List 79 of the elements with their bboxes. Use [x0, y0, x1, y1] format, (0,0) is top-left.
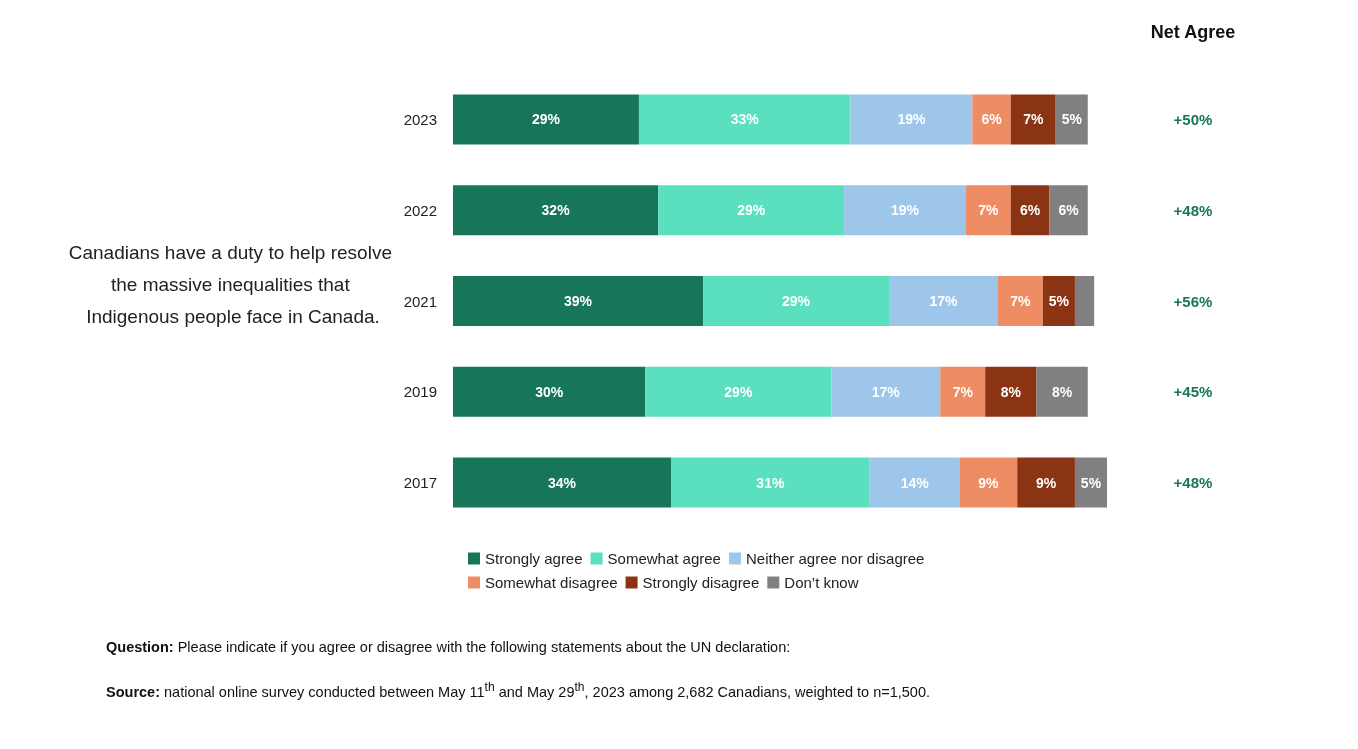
bar — [1042, 276, 1075, 326]
y-tick-label: 2017 — [403, 474, 437, 492]
legend-label: Strongly agree — [485, 550, 583, 567]
data-label: 7% — [1010, 293, 1032, 309]
text: +48% — [1173, 474, 1213, 492]
text: +45% — [1173, 383, 1213, 401]
bar — [844, 185, 966, 236]
legend-label: Somewhat disagree — [485, 574, 618, 591]
data-label: 29% — [531, 111, 561, 128]
data-label: 5% — [1048, 293, 1070, 309]
bar — [1049, 185, 1088, 236]
data-label: 29% — [737, 202, 766, 219]
legend-label: Strongly disagree — [642, 574, 760, 591]
bar — [658, 185, 845, 236]
y-tick-label: 2022 — [403, 201, 437, 219]
y2-axis-title: Net Agree — [1150, 22, 1236, 42]
data-label: 29% — [724, 383, 753, 400]
data-label: 5% — [1080, 474, 1102, 491]
bar — [1055, 94, 1088, 145]
data-label: 17% — [929, 293, 959, 309]
y-tick-label: 2021 — [403, 292, 437, 310]
data-label: 8% — [1000, 383, 1022, 400]
bar — [940, 366, 986, 417]
data-label: 33% — [730, 111, 760, 128]
legend-label: Don’t know — [784, 574, 859, 591]
y-axis-title: Canadians have a duty to help resolve the massive inequalities that Indigenous people face in Canada. — [68, 241, 398, 327]
bar — [869, 457, 960, 508]
data-label: 6% — [1019, 202, 1041, 219]
bar — [959, 457, 1018, 508]
data-label: 5% — [1061, 111, 1083, 128]
text: +48% — [1173, 201, 1213, 219]
data-label: 39% — [564, 293, 593, 309]
bar — [850, 94, 973, 145]
bar — [703, 276, 889, 326]
y-tick-label: 2023 — [403, 110, 437, 128]
bar — [998, 276, 1043, 326]
bar — [645, 366, 832, 417]
data-label: 6% — [981, 111, 1003, 128]
bar — [965, 185, 1011, 236]
data-label: 6% — [1058, 202, 1080, 219]
data-label: 7% — [952, 383, 974, 400]
bar — [831, 366, 941, 417]
bar — [1036, 366, 1088, 417]
bar — [671, 457, 870, 508]
data-label: 32% — [541, 202, 571, 219]
bar — [1010, 94, 1056, 145]
bar — [1074, 457, 1107, 508]
data-label: 8% — [1052, 383, 1073, 400]
data-label: 29% — [782, 293, 811, 309]
legend-label: Neither agree nor disagree — [745, 550, 925, 567]
data-label: 34% — [547, 474, 577, 491]
bar — [453, 94, 639, 145]
bar — [453, 366, 646, 417]
data-label: 17% — [871, 383, 901, 400]
text: Question: Please indicate if you agree or disagree with the following statements about the UN declaration: — [106, 639, 791, 655]
text: +50% — [1173, 110, 1213, 128]
data-label: 14% — [900, 474, 930, 491]
bar — [1017, 457, 1075, 508]
bar — [1074, 276, 1095, 326]
source-note: Source: national online survey conducted between May 11$^{th}$ and May 29$^{th}$, 2023 among 2,682 Canadians, weighted to n=1,500. — [106, 680, 931, 700]
legend-label: Somewhat agree — [607, 550, 721, 567]
bar — [1010, 185, 1050, 236]
bar — [889, 276, 998, 326]
bar — [972, 94, 1011, 145]
bar — [453, 457, 671, 508]
data-label: 9% — [978, 474, 1000, 491]
data-label: 19% — [897, 111, 926, 128]
text: +56% — [1173, 292, 1213, 310]
y-tick-label: 2019 — [403, 383, 437, 401]
bar — [453, 185, 659, 236]
data-label: 31% — [756, 474, 785, 491]
bar — [453, 276, 704, 326]
bar — [638, 94, 851, 145]
bar — [985, 366, 1037, 417]
data-label: 7% — [978, 202, 1000, 219]
data-label: 30% — [535, 383, 564, 400]
data-label: 7% — [1023, 111, 1044, 128]
data-label: 19% — [891, 202, 920, 219]
data-label: 9% — [1035, 474, 1057, 491]
